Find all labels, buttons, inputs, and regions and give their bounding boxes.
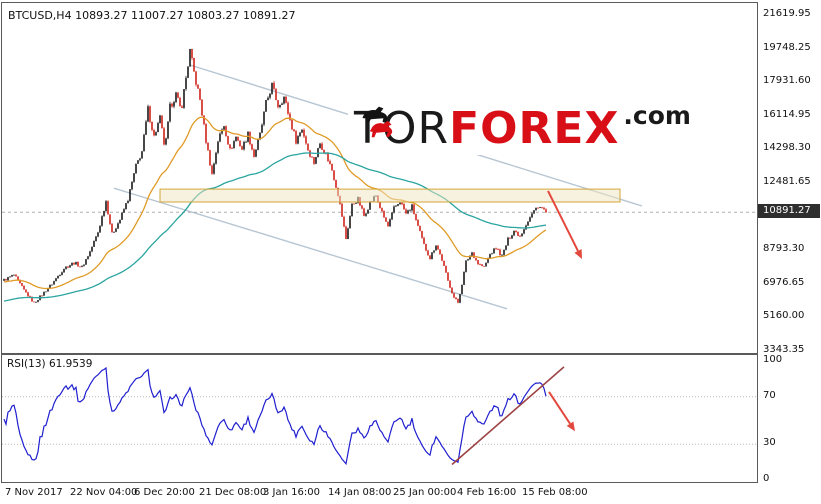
current-price-tag: 10891.27 [758,204,820,218]
watermark-com: .com [623,101,691,130]
rsi-axis-label: 100 [763,354,783,365]
time-axis-label: 22 Nov 04:00 [70,487,138,498]
watermark-forex: FOREX [449,103,620,154]
symbol-ohlc-header: BTCUSD,H4 10893.27 11007.27 10803.27 108… [8,9,296,22]
candlestick-chart[interactable] [2,3,757,353]
rsi-axis-label: 70 [763,390,776,401]
time-axis[interactable]: 7 Nov 2017 22 Nov 04:00 6 Dec 20:00 21 Dec … [1,485,758,503]
time-axis-label: 3 Jan 16:00 [263,487,320,498]
price-axis[interactable]: 21619.95 19748.25 17931.60 16114.95 14298.30… [758,0,821,504]
bull-bear-icon [362,106,393,138]
price-axis-label: 3343.35 [763,344,805,355]
price-axis-label: 17931.60 [763,75,811,86]
rsi-chart[interactable] [2,355,757,482]
time-axis-label: 25 Jan 00:00 [393,487,457,498]
price-axis-label: 5160.00 [763,310,805,321]
price-axis-label: 21619.95 [763,8,811,19]
price-axis-label: 19748.25 [763,42,811,53]
time-axis-label: 21 Dec 08:00 [199,487,267,498]
rsi-label: RSI(13) 61.9539 [7,358,93,370]
price-axis-label: 16114.95 [763,109,811,120]
price-axis-label: 6976.65 [763,277,805,288]
time-axis-label: 7 Nov 2017 [5,487,63,498]
time-axis-label: 4 Feb 16:00 [457,487,517,498]
rsi-axis-label: 30 [763,437,776,448]
time-axis-label: 6 Dec 20:00 [134,487,195,498]
watermark-right-block: .com [362,101,691,138]
rsi-axis-label: 0 [763,473,770,484]
price-axis-label: 14298.30 [763,142,811,153]
rsi-indicator-panel[interactable]: RSI(13) 61.9539 [1,354,758,483]
price-chart-panel[interactable]: BTCUSD,H4 10893.27 11007.27 10803.27 108… [1,2,758,354]
time-axis-label: 14 Jan 08:00 [328,487,392,498]
time-axis-label: 15 Feb 08:00 [522,487,588,498]
price-axis-label: 12481.65 [763,176,811,187]
price-axis-label: 8793.30 [763,243,805,254]
watermark-logo: TOR FOREX .com [348,101,697,156]
